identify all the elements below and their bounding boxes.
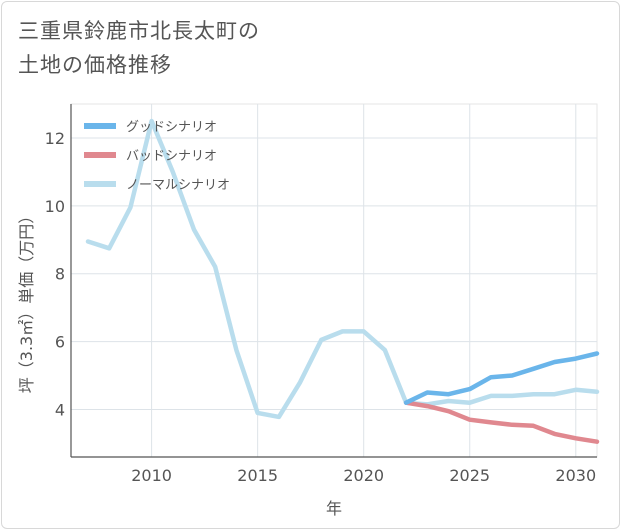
- chart-title: 三重県鈴鹿市北長太町の 土地の価格推移: [18, 14, 260, 82]
- series-line-3: [85, 118, 600, 420]
- x-tick-label: 2025: [449, 466, 490, 485]
- legend-label: グッドシナリオ: [126, 120, 217, 135]
- y-axis-label: 坪（3.3㎡）単価（万円）: [17, 208, 36, 393]
- y-tick-label: 8: [55, 265, 65, 284]
- series-line-2: [403, 400, 600, 444]
- axes: 2010 2015 2020 2025 2030 4 6 8 10 12: [45, 104, 597, 485]
- x-tick-label: 2010: [131, 466, 172, 485]
- series-lines: [85, 118, 600, 444]
- plot-area: [70, 103, 598, 458]
- y-tick-label: 6: [55, 333, 65, 352]
- series-line-1: [403, 351, 600, 405]
- grid: [70, 103, 598, 458]
- y-tick-label: 10: [45, 197, 65, 216]
- y-tick-label: 4: [55, 400, 65, 419]
- chart-title-line-2: 土地の価格推移: [18, 53, 172, 77]
- x-tick-label: 2015: [237, 466, 278, 485]
- chart-title-line-1: 三重県鈴鹿市北長太町の: [18, 19, 260, 43]
- x-axis-label: 年: [326, 499, 342, 518]
- legend-label: ノーマルシナリオ: [126, 178, 230, 193]
- y-tick-label: 12: [45, 129, 65, 148]
- legend-label: バッドシナリオ: [126, 149, 217, 164]
- x-tick-label: 2020: [343, 466, 384, 485]
- x-tick-label: 2030: [555, 466, 596, 485]
